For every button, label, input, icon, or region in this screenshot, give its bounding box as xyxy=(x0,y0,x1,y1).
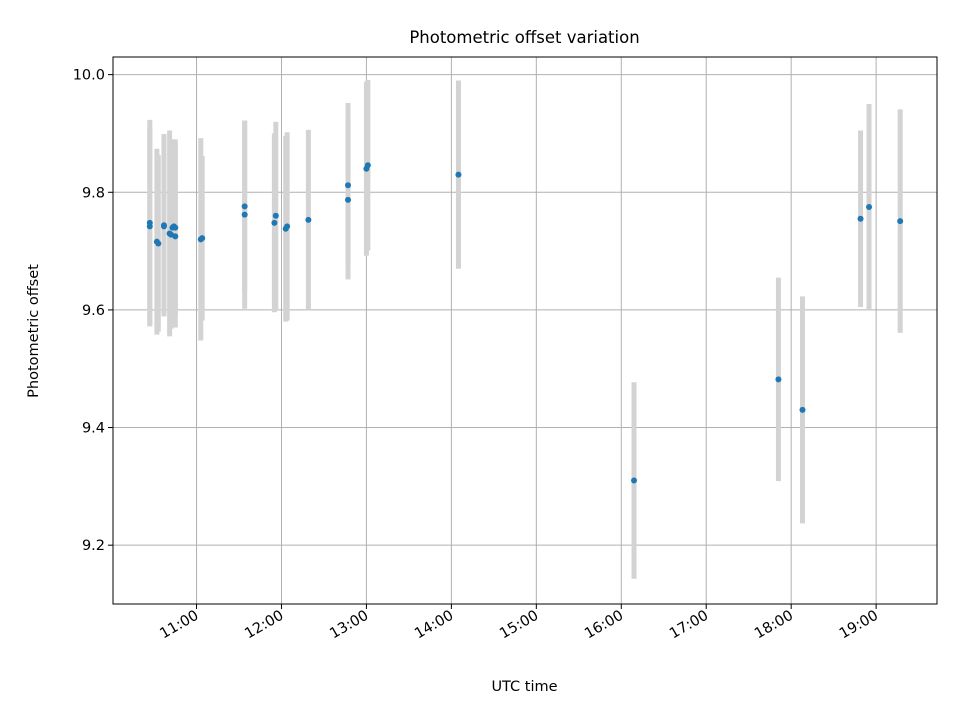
data-point-15 xyxy=(241,203,248,210)
y-tick-label: 9.8 xyxy=(82,185,105,201)
data-point-20 xyxy=(305,216,312,223)
data-point-24 xyxy=(364,162,371,169)
x-tick-label: 17:00 xyxy=(667,608,711,643)
x-tick-label: 12:00 xyxy=(242,608,286,643)
data-point-16 xyxy=(271,219,278,226)
x-tick-label: 13:00 xyxy=(327,608,371,643)
data-point-28 xyxy=(799,406,806,413)
x-tick-label: 14:00 xyxy=(412,608,456,643)
data-point-31 xyxy=(897,218,904,225)
y-tick-label: 9.6 xyxy=(82,303,105,319)
data-point-30 xyxy=(866,203,873,210)
data-point-1 xyxy=(146,223,153,230)
data-point-11 xyxy=(172,224,179,231)
data-point-14 xyxy=(241,211,248,218)
data-point-25 xyxy=(455,171,462,178)
x-tick-label: 18:00 xyxy=(752,608,796,643)
plot-frame xyxy=(112,56,938,605)
x-tick-label: 15:00 xyxy=(497,608,541,643)
data-point-10 xyxy=(172,233,179,240)
data-points xyxy=(146,162,904,484)
data-point-27 xyxy=(775,376,782,383)
y-tick-label: 10.0 xyxy=(73,68,105,84)
x-axis-label: UTC time xyxy=(491,679,557,695)
x-tick-label: 11:00 xyxy=(157,608,201,643)
data-point-17 xyxy=(272,212,279,219)
data-point-29 xyxy=(857,215,864,222)
data-point-19 xyxy=(284,223,291,230)
y-axis-ticks: 9.2 9.4 9.6 9.8 10.0 xyxy=(73,68,113,554)
data-point-26 xyxy=(631,477,638,484)
data-point-3 xyxy=(155,240,162,247)
y-axis-label: Photometric offset xyxy=(26,264,42,398)
x-tick-label: 16:00 xyxy=(582,608,626,643)
x-tick-label: 19:00 xyxy=(837,608,881,643)
y-tick-label: 9.2 xyxy=(82,538,105,554)
data-point-13 xyxy=(199,235,206,242)
data-point-5 xyxy=(160,223,167,230)
y-tick-label: 9.4 xyxy=(82,421,105,437)
grid xyxy=(113,57,937,604)
data-point-21 xyxy=(345,196,352,203)
data-point-22 xyxy=(345,182,352,189)
chart-title: Photometric offset variation xyxy=(409,28,639,47)
x-axis-ticks: 11:00 12:00 13:00 14:00 15:00 16:00 17:00 18:00… xyxy=(157,604,881,642)
error-bars xyxy=(147,79,903,579)
